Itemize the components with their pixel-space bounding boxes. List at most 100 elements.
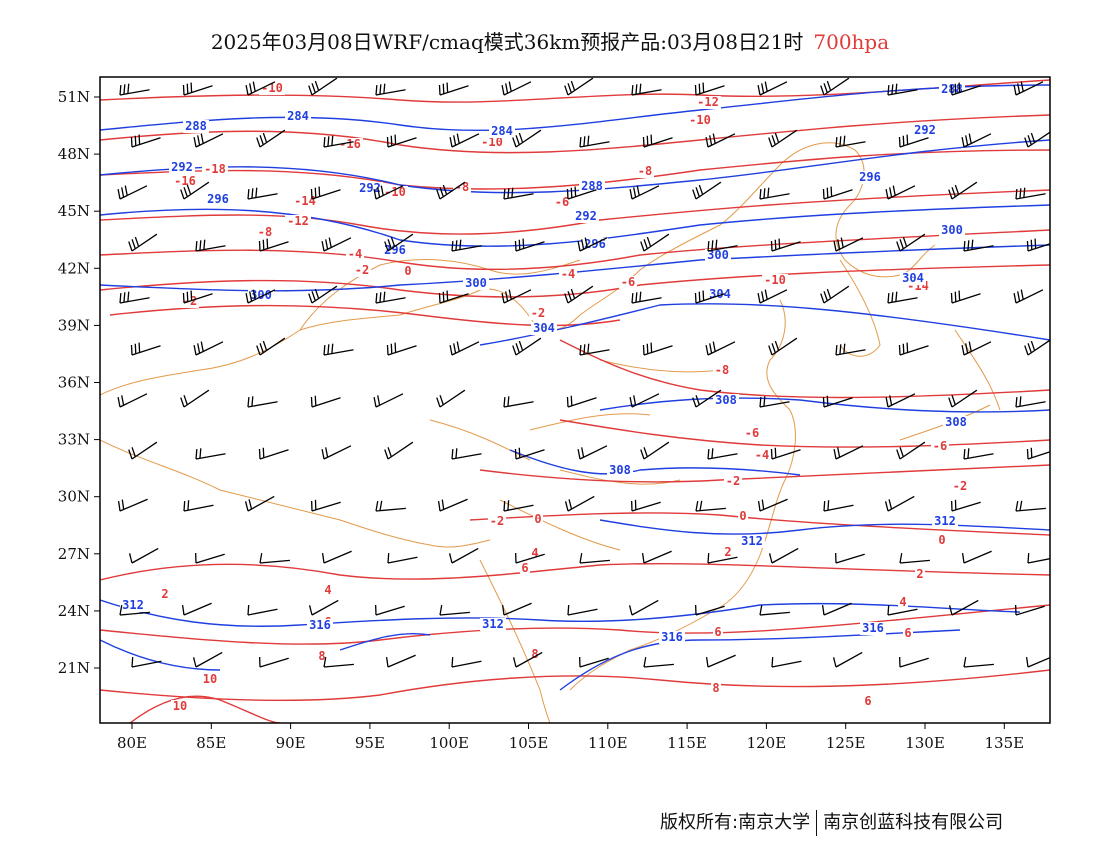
wind-barb [759, 187, 790, 200]
height-label: 296 [384, 243, 406, 257]
temp-label-bg [337, 138, 363, 151]
country-boundaries [100, 142, 1001, 723]
wind-barb [896, 233, 926, 252]
temp-label: 8 [712, 681, 719, 695]
wind-barb [323, 135, 354, 148]
wind-barb [759, 396, 790, 408]
wind-barb [373, 185, 404, 200]
wind-barb [245, 289, 276, 304]
temp-label: -2 [355, 263, 369, 277]
temp-label-bg [530, 648, 540, 661]
height-label-bg [307, 619, 333, 632]
height-label-bg [285, 110, 311, 123]
temp-label-bg [382, 186, 408, 199]
wind-barb [501, 81, 532, 96]
wind-barb [759, 605, 790, 616]
height-label: 304 [709, 287, 731, 301]
lat-tick-label: 21N [58, 659, 90, 677]
wind-barb [180, 389, 210, 408]
temp-label: 8 [318, 649, 325, 663]
wind-barb [117, 393, 148, 408]
temp-label-bg [753, 449, 771, 462]
wind-barb [885, 185, 916, 200]
wind-barb [256, 337, 286, 356]
height-label: 304 [533, 321, 555, 335]
wind-barb [1025, 656, 1050, 668]
temp-label: -16 [174, 174, 196, 188]
wind-barb [642, 134, 673, 148]
wind-barb [183, 500, 214, 512]
temp-label: -6 [745, 426, 759, 440]
temp-label-bg [403, 265, 413, 278]
plot-frame [99, 76, 1051, 724]
wind-barb [948, 181, 978, 200]
wind-barb [566, 186, 597, 200]
temp-label-bg [743, 427, 761, 440]
wind-barb [503, 500, 534, 512]
wind-barb [948, 599, 979, 616]
temp-label: -4 [561, 267, 575, 281]
wind-barb [258, 447, 289, 460]
wind-barb [385, 654, 416, 668]
wind-barb [128, 441, 158, 460]
height-label-bg [463, 277, 489, 290]
longitude-axis: 80E 85E 90E 95E 100E 105E 110E 115E 120E 125E 130E… [117, 723, 1024, 752]
temp-label-bg [863, 695, 873, 708]
wind-barb [375, 291, 406, 304]
wind-barb [515, 552, 545, 564]
lat-tick-label: 48N [58, 145, 90, 163]
wind-barb [887, 604, 918, 616]
height-label-bg [939, 224, 965, 237]
wind-barb [437, 498, 468, 512]
wind-barb [898, 342, 929, 356]
wind-barb [631, 499, 661, 512]
height-label-bg [120, 599, 146, 612]
wind-barb [1013, 81, 1044, 96]
temp-label-bg [529, 307, 547, 320]
height-label: 304 [902, 271, 924, 285]
temp-label-bg [711, 682, 721, 695]
temp-label: 4 [531, 546, 538, 560]
lon-tick-label: 95E [355, 734, 385, 752]
wind-barb [694, 290, 725, 304]
wind-barb [771, 656, 802, 668]
wind-barb [258, 238, 289, 252]
wind-barb [1015, 396, 1046, 408]
temp-label: 6 [521, 561, 528, 575]
wind-barb [579, 553, 610, 564]
temp-label-bg [172, 175, 198, 188]
temp-label: -2 [531, 306, 545, 320]
temp-label-bg [559, 268, 577, 281]
temp-label-bg [713, 364, 731, 377]
temp-label-bg [937, 534, 947, 547]
wind-barb [182, 290, 213, 304]
height-label-bg [943, 416, 969, 429]
height-label: 292 [359, 181, 381, 195]
temp-label: -4 [755, 448, 769, 462]
wind-barb [195, 239, 226, 252]
wind-barb [439, 605, 470, 616]
temp-label-bg [488, 515, 506, 528]
wind-barb [308, 77, 338, 96]
lon-tick-label: 115E [667, 734, 707, 752]
wind-barb [310, 395, 341, 408]
wind-barb [833, 445, 864, 460]
temp-label: -8 [638, 164, 652, 178]
height-label-bg [489, 125, 515, 138]
temp-label-bg [687, 114, 713, 127]
geopotential-height-contours [100, 84, 1050, 691]
temp-label-bg [256, 226, 274, 239]
korea-border [839, 259, 881, 357]
temp-label-bg [323, 584, 333, 597]
wind-barb [245, 81, 276, 96]
height-label: 316 [661, 630, 683, 644]
temp-label: -10 [689, 113, 711, 127]
wind-barb [436, 389, 466, 408]
lat-tick-label: 42N [58, 259, 90, 277]
lon-tick-label: 90E [276, 734, 306, 752]
temp-label: 6 [904, 626, 911, 640]
lat-tick-label: 24N [58, 602, 90, 620]
temp-label: -2 [490, 514, 504, 528]
wind-barb [375, 500, 406, 512]
